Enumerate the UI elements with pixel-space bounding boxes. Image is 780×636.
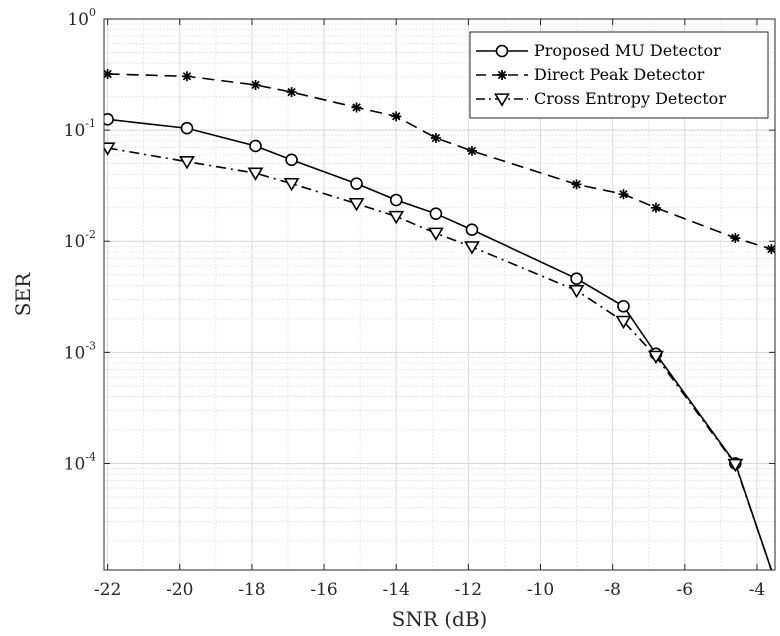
x-axis-title: SNR (dB) — [392, 607, 488, 631]
x-tick-label: -16 — [310, 580, 337, 600]
data-point-asterisk — [497, 70, 507, 80]
legend: Proposed MU Detector Direct Peak Detector… — [469, 31, 769, 119]
x-tick-label: -6 — [677, 580, 694, 600]
data-point-triangle — [388, 210, 405, 225]
x-tick-label: -10 — [527, 580, 554, 600]
data-point-asterisk — [430, 132, 441, 143]
legend-label: Direct Peak Detector — [534, 65, 705, 84]
data-point-asterisk — [466, 145, 477, 156]
y-tick-label: 10-4 — [64, 450, 96, 474]
x-tick-label: -20 — [166, 580, 193, 600]
data-point-triangle — [615, 315, 632, 330]
x-tick-label: -4 — [749, 580, 766, 600]
data-point-triangle — [494, 93, 510, 107]
legend-box — [469, 31, 769, 119]
data-point-circle — [249, 139, 262, 153]
data-point-circle — [570, 272, 583, 286]
data-point-circle — [389, 193, 403, 207]
data-point-circle — [617, 299, 630, 313]
axis-ticks: -22 -20 -18 -16 -14 -12 -10 -8 -6 -4 100 10-1 10-2 10… — [64, 6, 775, 600]
data-point-triangle — [648, 350, 664, 365]
data-point-circle — [180, 121, 194, 135]
x-tick-label: -12 — [455, 580, 482, 600]
series-asterisk — [104, 68, 775, 255]
data-point-asterisk — [618, 189, 629, 200]
data-point-triangle — [427, 227, 444, 242]
data-point-asterisk — [351, 102, 362, 113]
data-point-triangle — [464, 241, 480, 255]
data-point-triangle — [568, 284, 585, 299]
x-tick-label: -8 — [604, 580, 621, 600]
data-point-asterisk — [766, 244, 775, 255]
series — [104, 68, 775, 570]
data-point-asterisk — [650, 202, 661, 213]
data-point-circle — [465, 223, 479, 237]
data-point-asterisk — [250, 79, 261, 90]
data-point-circle — [495, 44, 509, 58]
data-point-triangle — [727, 458, 744, 473]
data-point-asterisk — [181, 71, 192, 82]
y-tick-label: 100 — [67, 6, 96, 30]
data-point-circle — [104, 113, 114, 126]
data-point-triangle — [247, 167, 264, 181]
y-tick-label: 10-3 — [64, 339, 96, 363]
y-tick-label: 10-2 — [64, 228, 96, 252]
data-point-circle — [285, 153, 298, 167]
x-tick-label: -18 — [238, 580, 265, 600]
series-triangle-down — [104, 142, 773, 570]
data-point-asterisk — [391, 111, 402, 122]
series-line — [107, 118, 773, 570]
plot-frame — [103, 18, 776, 571]
data-point-asterisk — [104, 68, 113, 79]
data-point-circle — [429, 207, 443, 220]
legend-label: Proposed MU Detector — [534, 41, 721, 60]
legend-label: Cross Entropy Detector — [534, 89, 726, 108]
data-point-asterisk — [286, 87, 297, 98]
data-point-circle — [350, 177, 363, 190]
x-tick-label: -22 — [94, 580, 121, 600]
data-point-triangle — [179, 156, 195, 170]
data-point-asterisk — [730, 232, 741, 243]
x-tick-label: -14 — [383, 580, 410, 600]
y-tick-label: 10-1 — [64, 117, 96, 141]
series-circle — [104, 113, 773, 570]
data-point-triangle — [348, 197, 365, 212]
data-point-triangle — [283, 177, 300, 192]
y-axis-title: SER — [11, 272, 35, 316]
data-point-asterisk — [571, 179, 582, 190]
